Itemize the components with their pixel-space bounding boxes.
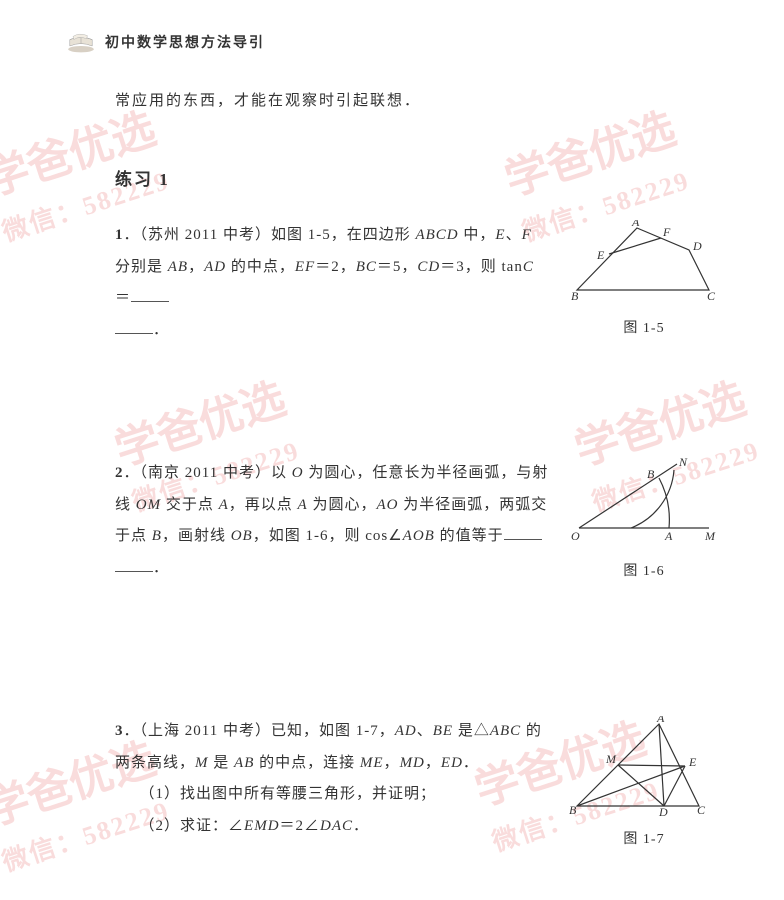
figure-1-7: A B C D E M 图 1-7 — [569, 716, 719, 848]
figure-1-7-caption: 图 1-7 — [569, 828, 719, 848]
svg-text:O: O — [571, 529, 580, 543]
svg-text:B: B — [569, 803, 577, 816]
problem-2: 2．（南京 2011 中考）以 O 为圆心，任意长为半径画弧，与射线 OM 交于… — [115, 458, 719, 584]
svg-text:D: D — [658, 805, 668, 816]
problem-3-text: 3．（上海 2011 中考）已知，如图 1-7，AD、BE 是△ABC 的两条高… — [115, 716, 569, 842]
svg-text:C: C — [697, 803, 706, 816]
figure-1-6-caption: 图 1-6 — [569, 560, 719, 580]
svg-text:M: M — [704, 529, 716, 543]
page-header: 初中数学思想方法导引 — [65, 30, 719, 54]
intro-text: 常应用的东西，才能在观察时引起联想． — [115, 89, 719, 110]
svg-text:E: E — [688, 755, 697, 769]
svg-text:C: C — [707, 289, 716, 303]
svg-text:M: M — [605, 752, 617, 766]
svg-text:E: E — [596, 248, 605, 262]
page: 初中数学思想方法导引 常应用的东西，才能在观察时引起联想． 练习 1 1．（苏州… — [0, 0, 784, 900]
figure-1-6: O A M B N 图 1-6 — [569, 458, 719, 580]
problem-3: 3．（上海 2011 中考）已知，如图 1-7，AD、BE 是△ABC 的两条高… — [115, 716, 719, 848]
header-title: 初中数学思想方法导引 — [105, 32, 265, 52]
figure-1-5-caption: 图 1-5 — [569, 317, 719, 337]
svg-text:A: A — [631, 220, 640, 229]
svg-text:B: B — [571, 289, 579, 303]
svg-text:B: B — [647, 467, 655, 481]
svg-text:D: D — [692, 239, 702, 253]
svg-text:N: N — [678, 458, 688, 469]
problem-1-text: 1．（苏州 2011 中考）如图 1-5，在四边形 ABCD 中，E、F 分别是… — [115, 220, 569, 346]
problem-2-text: 2．（南京 2011 中考）以 O 为圆心，任意长为半径画弧，与射线 OM 交于… — [115, 458, 569, 584]
problem-1: 1．（苏州 2011 中考）如图 1-5，在四边形 ABCD 中，E、F 分别是… — [115, 220, 719, 346]
book-icon — [65, 30, 97, 54]
svg-text:A: A — [664, 529, 673, 543]
section-title: 练习 1 — [115, 165, 719, 190]
svg-text:A: A — [656, 716, 665, 725]
svg-text:F: F — [662, 225, 671, 239]
figure-1-5: A F D E B C 图 1-5 — [569, 220, 719, 337]
